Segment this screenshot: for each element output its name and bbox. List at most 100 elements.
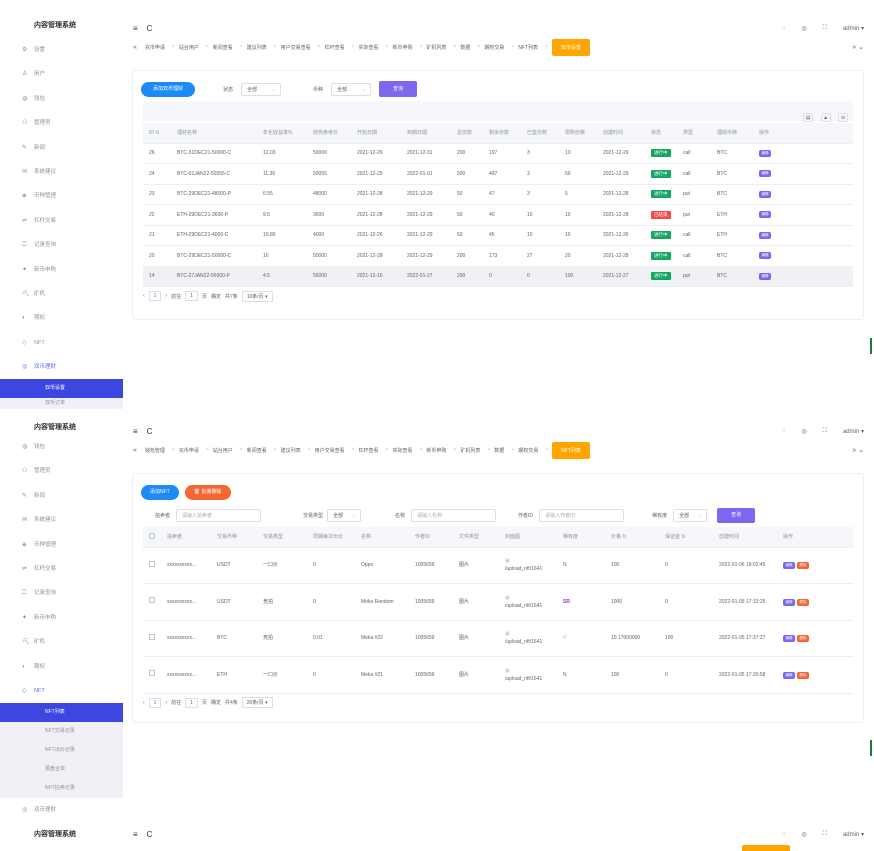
close-icon[interactable]: × [487,447,491,453]
bell-icon[interactable]: ◎ [801,25,807,32]
close-icon[interactable]: × [205,447,209,453]
sidebar-item-12[interactable]: ◐ 期权 [0,306,123,330]
tab-9[interactable]: 新币申购 × [426,447,456,454]
sidebar-item-14[interactable]: ◎ 双币理财 [0,355,123,379]
sidebar-sub-1[interactable]: 双币设置 [0,379,123,399]
close-icon[interactable]: × [453,447,457,453]
refresh-icon-3[interactable]: C [146,829,153,839]
tags2-scroll-left-icon[interactable]: « [133,446,137,454]
sidebar2-item-10[interactable]: ◐ 期权 [0,655,123,679]
page-1-2[interactable]: 1 [148,697,162,708]
sidebar2-item-dual[interactable]: ◎ 双币理财 [0,798,123,822]
close-icon[interactable]: × [511,447,515,453]
edit-button[interactable]: 编辑 [783,562,795,570]
close-icon[interactable]: × [317,44,321,50]
fullscreen-icon[interactable]: ⛶ [822,24,827,31]
close-icon[interactable]: × [544,44,548,50]
close-icon[interactable]: × [453,44,457,50]
bell-icon-3[interactable]: ◎ [801,831,807,838]
refresh-icon-2[interactable]: C [146,426,153,436]
page-size-select-2[interactable]: 20条/页 ▾ [241,697,273,708]
edit-button[interactable]: 编辑 [759,190,771,198]
sidebar-item-8[interactable]: ⇌ 杠杆交易 [0,209,123,233]
delete-button[interactable]: 删除 [797,671,809,679]
close-icon[interactable]: × [385,44,389,50]
tab-4[interactable]: 建议列表 × [247,44,277,51]
close-icon[interactable]: × [385,447,389,453]
sidebar-item-3[interactable]: ◍ 钱包 [0,87,123,111]
query-button[interactable]: 查询 [379,81,418,97]
tab-13[interactable]: 双币设置 [551,38,590,56]
close-icon[interactable]: × [477,44,481,50]
edit-button[interactable]: 编辑 [759,170,771,178]
bell-icon-2[interactable]: ◎ [801,428,807,435]
tab-8[interactable]: 实际查看 × [392,447,422,454]
close-icon[interactable]: × [171,44,175,50]
edit-button[interactable]: 编辑 [759,149,771,157]
rarity-select[interactable]: 全部 ⌄ [673,509,708,522]
tab-8[interactable]: 新币申购 × [392,44,422,51]
delete-button[interactable]: 删除 [797,562,809,570]
sidebar-sub-2[interactable]: 双币订单 [0,398,123,410]
menu-toggle-icon[interactable]: ≡ [133,23,138,33]
tab-4[interactable]: 新闻查看 × [247,447,277,454]
tab-5[interactable]: 用户交易查看 × [281,44,321,51]
status-select[interactable]: 全部 ⌄ [241,82,282,96]
tags-scroll-right-icon[interactable]: » ⌄ [852,44,864,51]
tab-1[interactable]: 钱包管理 × [145,447,175,454]
close-icon[interactable]: × [419,44,423,50]
close-icon[interactable]: × [273,447,277,453]
row-checkbox[interactable] [149,597,155,604]
tab-10[interactable]: 数据 × [460,44,480,51]
sidebar2-item-4[interactable]: ✉ 系统建议 [0,508,123,532]
theme-icon[interactable]: ◌ [781,25,786,31]
sidebar2-item-5[interactable]: ◈ 币种管理 [0,533,123,557]
prev-page-icon[interactable]: ‹ [143,293,145,299]
goto-input[interactable]: 1 [185,291,198,301]
user-menu-2[interactable]: admin ▾ [842,428,864,435]
edit-button[interactable]: 编辑 [759,231,771,239]
edit-button[interactable]: 编辑 [759,272,771,280]
close-icon[interactable]: × [273,44,277,50]
author-id-input[interactable]: 请输入作者ID [539,509,625,522]
sidebar-item-5[interactable]: ✎ 新闻 [0,136,123,160]
tab-12[interactable]: NFT列表 × [518,44,548,51]
tab-3[interactable]: 站台用户 × [213,447,243,454]
fullscreen-icon-2[interactable]: ⛶ [822,427,827,434]
confirm-button-2[interactable]: 确定 [210,700,221,706]
confirm-button[interactable]: 确定 [210,293,221,300]
menu-toggle-icon-3[interactable]: ≡ [133,829,138,839]
sidebar2-sub-1[interactable]: NFT列表 [0,703,123,723]
refresh-icon[interactable]: C [146,23,153,33]
page-size-select[interactable]: 10条/页 ▾ [241,290,273,302]
sidebar2-item-9[interactable]: ⛏ 矿机 [0,630,123,654]
scrollbar-thumb-2[interactable] [870,740,872,756]
tab-11[interactable]: 数据 × [494,447,514,454]
sidebar2-sub-5[interactable]: NFT拍卖记录 [0,779,123,799]
tab-7[interactable]: 杠杆查看 × [359,447,389,454]
sidebar2-item-11[interactable]: ◇ NFT [0,679,123,703]
menu-toggle-icon-2[interactable]: ≡ [133,426,138,436]
sidebar-item-9[interactable]: ⏍ 记录查询 [0,233,123,257]
add-nft-button[interactable]: 添加NFT [141,485,179,500]
coin-select[interactable]: 全部 ⌄ [331,82,372,96]
prev-page-icon-2[interactable]: ‹ [143,699,145,706]
row-checkbox[interactable] [149,633,155,640]
seller-input[interactable]: 请输入拍卖者 [176,509,262,522]
tags2-scroll-right-icon[interactable]: » ⌄ [852,447,864,454]
sidebar2-sub-2[interactable]: NFT交易记录 [0,722,123,742]
close-icon[interactable]: × [351,44,355,50]
close-icon[interactable]: × [307,447,311,453]
close-icon[interactable]: × [511,44,515,50]
tab-2[interactable]: 充币申请 × [179,447,209,454]
close-icon[interactable]: × [205,44,209,50]
sidebar-item-2[interactable]: ♙ 用户 [0,62,123,86]
sidebar2-item-3[interactable]: ✎ 新闻 [0,484,123,508]
scrollbar-thumb-1[interactable] [870,338,872,354]
tab-9[interactable]: 矿机列表 × [426,44,456,51]
sidebar2-item-2[interactable]: ⚇ 管理员 [0,459,123,483]
tags-scroll-left-icon[interactable]: « [133,43,137,51]
sidebar2-item-6[interactable]: ⇌ 杠杆交易 [0,557,123,581]
tab-3[interactable]: 新闻查看 × [213,44,243,51]
tab-7[interactable]: 实际查看 × [359,44,389,51]
